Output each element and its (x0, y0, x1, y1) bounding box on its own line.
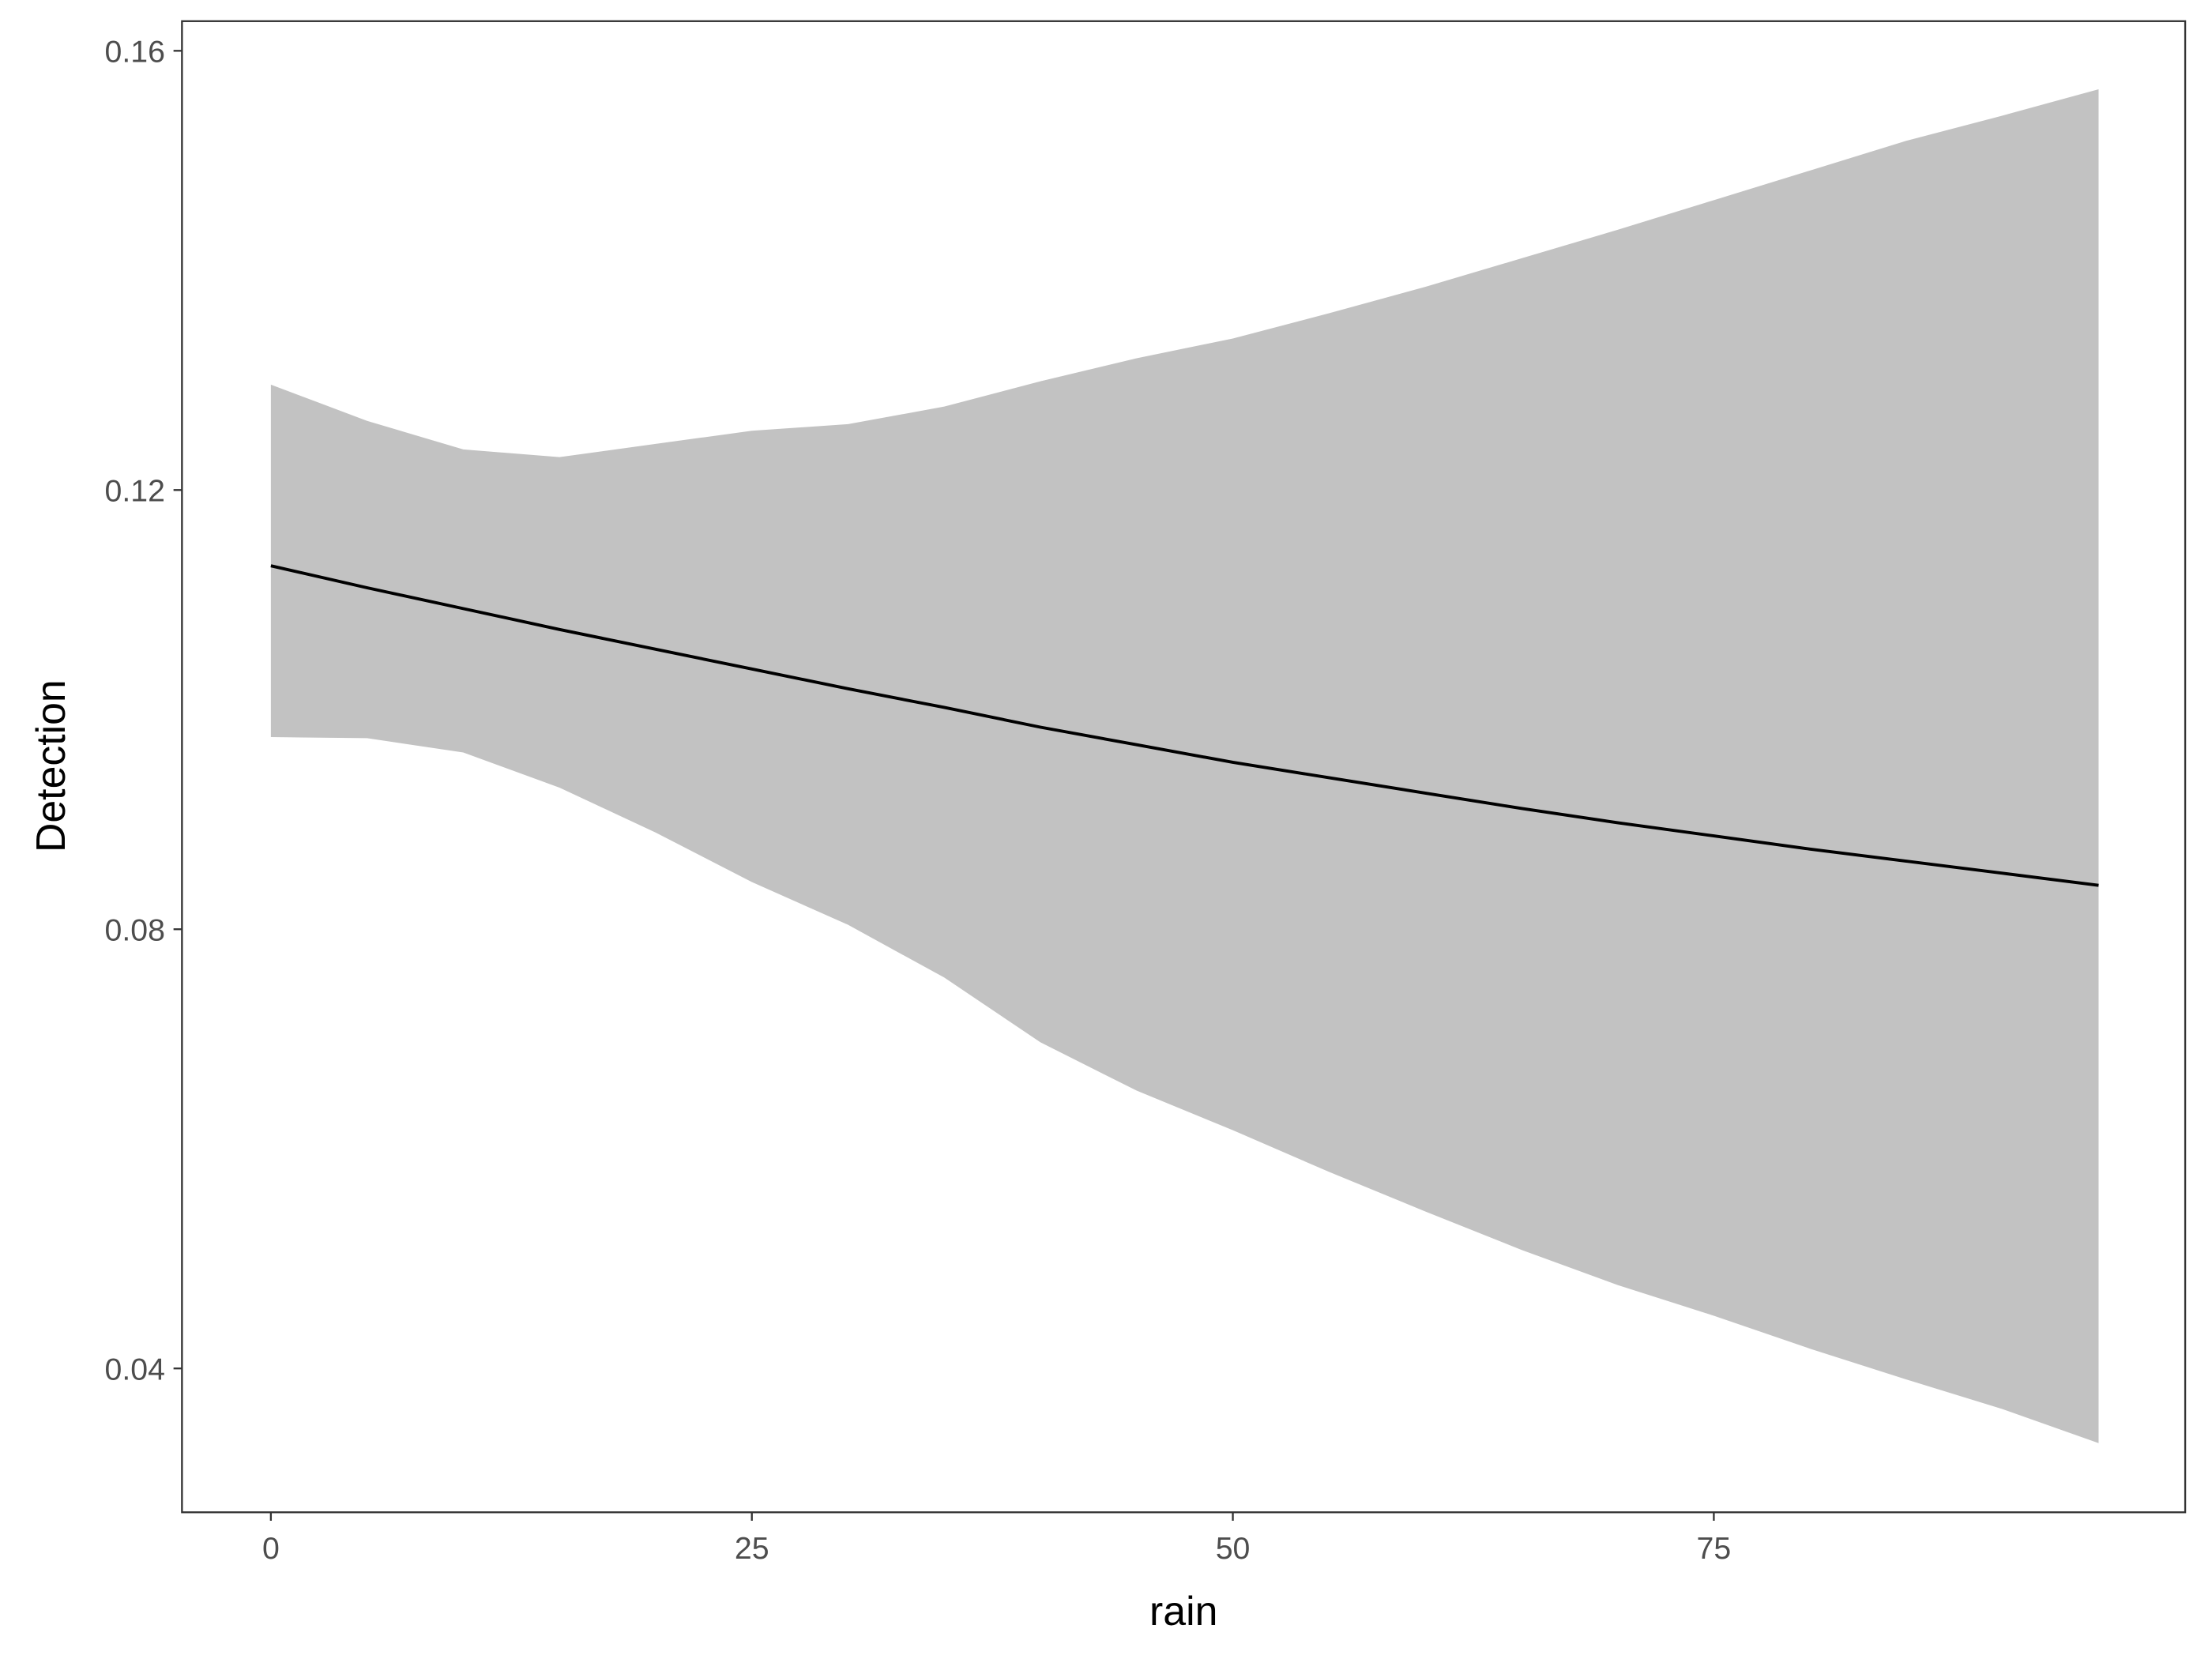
x-tick-label: 0 (262, 1531, 280, 1566)
x-tick-label: 25 (735, 1531, 769, 1566)
x-tick-label: 75 (1697, 1531, 1732, 1566)
line (270, 564, 2099, 887)
confidence-band (270, 88, 2099, 1443)
y-tick-label: 0.12 (104, 474, 164, 509)
x-tick-label: 50 (1216, 1531, 1251, 1566)
y-tick-label: 0.04 (104, 1352, 164, 1386)
plot-area (270, 88, 2099, 1443)
y-axis-title: Detection (28, 679, 73, 852)
x-axis-title: rain (1149, 1588, 1217, 1634)
y-tick-label: 0.16 (104, 35, 164, 70)
panel-border (181, 20, 2187, 1514)
y-tick-label: 0.08 (104, 913, 164, 948)
